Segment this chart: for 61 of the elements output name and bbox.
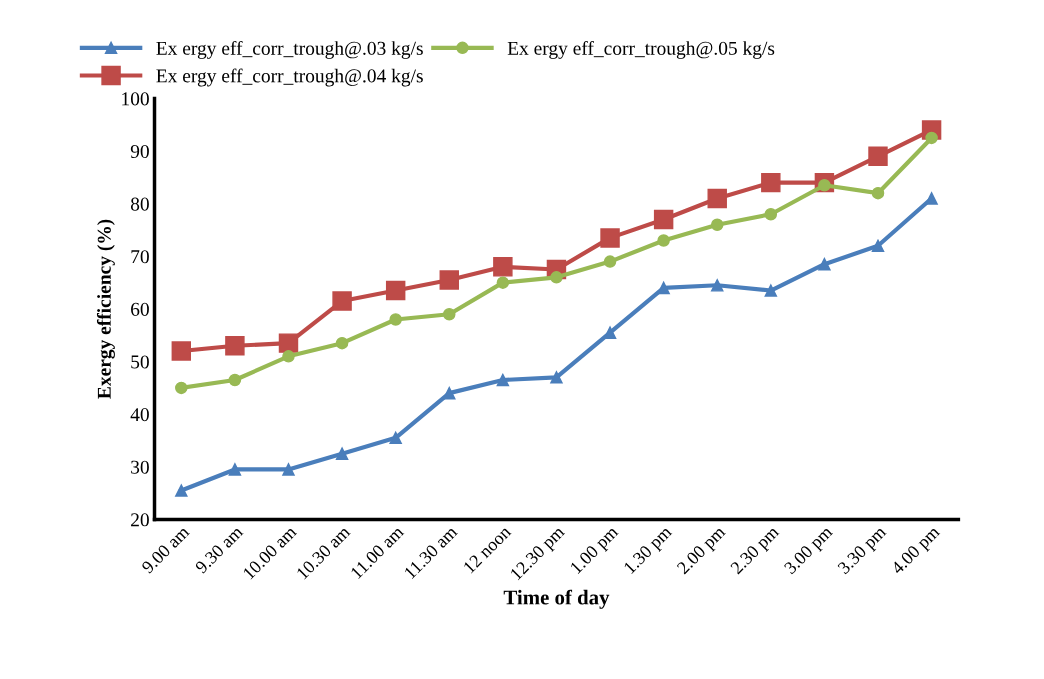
point <box>493 257 513 277</box>
point <box>228 463 242 476</box>
point <box>550 371 563 384</box>
point <box>389 313 402 326</box>
point <box>707 188 727 209</box>
legend-label: Ex ergy eff_corr_trough@.03 kg/s <box>156 40 423 59</box>
y-tick-label: 80 <box>130 197 149 211</box>
y-tick-label: 90 <box>130 144 149 159</box>
point <box>175 381 188 395</box>
point <box>228 373 242 387</box>
point <box>710 218 724 231</box>
point <box>657 281 670 295</box>
point <box>282 350 295 363</box>
y-axis-title: Exergy efficiency (%) <box>96 219 115 399</box>
y-tick-label: 70 <box>131 250 149 264</box>
x-tick-label: 1.30 pm <box>623 524 676 577</box>
point <box>389 431 402 445</box>
point <box>653 209 674 230</box>
y-tick-label: 40 <box>130 408 149 422</box>
point <box>925 131 938 145</box>
point <box>225 336 245 356</box>
point <box>335 336 349 350</box>
point <box>439 270 459 290</box>
y-tick-label: 30 <box>131 460 149 474</box>
point <box>171 341 192 361</box>
legend-label: Ex ergy eff_corr_trough@.05 kg/s <box>507 40 775 59</box>
point <box>278 333 299 353</box>
point <box>443 307 456 321</box>
point <box>868 146 888 167</box>
x-tick-label: 1.00 pm <box>569 524 622 577</box>
y-tick-label: 100 <box>122 92 149 106</box>
x-tick-label: 4.00 pm <box>890 524 943 578</box>
y-tick-label: 50 <box>131 355 149 369</box>
point <box>761 172 781 193</box>
point <box>871 239 885 253</box>
x-tick-label: 9.30 am <box>194 524 244 575</box>
point <box>335 447 349 460</box>
point <box>385 280 406 301</box>
point <box>496 276 510 289</box>
point <box>282 463 295 476</box>
x-axis-title: Time of day <box>503 589 610 609</box>
point <box>657 234 670 247</box>
x-tick-label: 3.00 pm <box>783 524 836 578</box>
point <box>496 373 510 387</box>
point <box>550 271 563 284</box>
point <box>443 386 456 400</box>
point <box>871 186 885 200</box>
y-tick-label: 20 <box>131 513 149 527</box>
x-tick-label: 3.30 pm <box>837 524 890 578</box>
point <box>603 255 617 268</box>
legend-label: Ex ergy eff_corr_trough@.04 kg/s <box>156 68 423 87</box>
point <box>764 284 778 297</box>
point <box>764 207 778 221</box>
x-tick-label: 2.30 pm <box>729 524 783 578</box>
point <box>818 257 831 271</box>
point <box>600 228 620 248</box>
x-tick-label: 2.00 pm <box>676 524 729 578</box>
point <box>332 291 352 311</box>
point <box>710 279 724 292</box>
y-tick-label: 60 <box>131 302 149 316</box>
point <box>175 484 188 497</box>
